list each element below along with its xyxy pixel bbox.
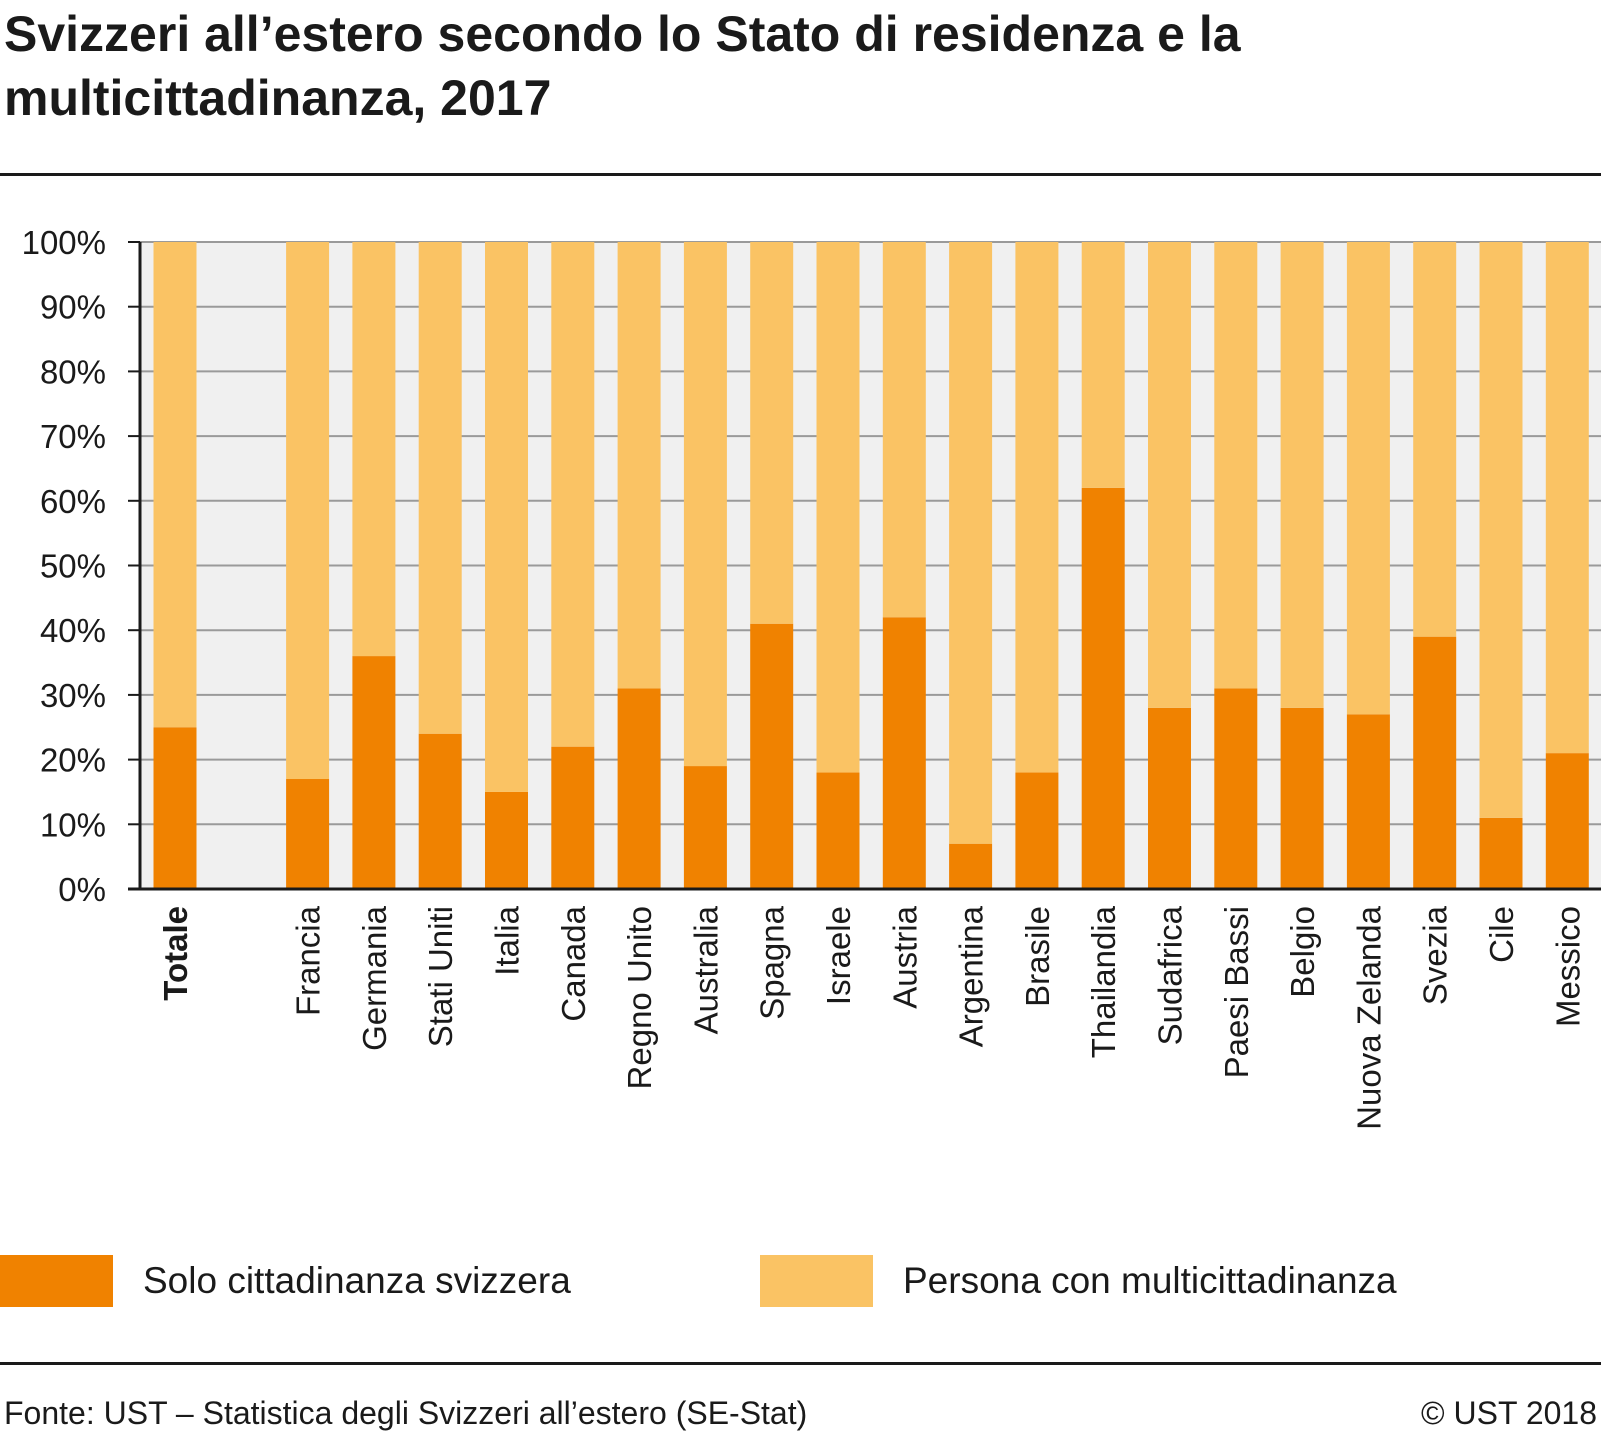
legend-label-multi: Persona con multicittadinanza <box>903 1260 1397 1301</box>
bar-segment-solo <box>1479 817 1523 889</box>
bar-segment-multi <box>153 242 197 728</box>
x-category-label: Germania <box>356 905 393 1051</box>
bar-segment-multi <box>1081 242 1125 488</box>
bar-segment-multi <box>1214 242 1258 689</box>
bar-segment-solo <box>683 766 727 889</box>
legend-item-solo: Solo cittadinanza svizzera <box>0 1253 571 1309</box>
y-tick-label: 20% <box>40 742 106 779</box>
source-note: Fonte: UST – Statistica degli Svizzeri a… <box>4 1395 808 1431</box>
x-category-label: Totale <box>157 906 194 1001</box>
bar-segment-solo <box>816 772 860 889</box>
bar-segment-solo <box>617 688 661 889</box>
bar-segment-solo <box>551 746 595 889</box>
bar-segment-multi <box>1148 242 1191 708</box>
x-category-label: Belgio <box>1284 906 1321 998</box>
x-category-label: Canada <box>555 905 592 1021</box>
y-tick-label: 30% <box>40 677 106 714</box>
bar-segment-solo <box>1148 707 1191 889</box>
bar-segment-solo <box>485 791 528 889</box>
x-axis: Totale Francia Germania Stati Uniti Italia Ca… <box>128 887 1601 1130</box>
copyright-note: © UST 2018 <box>1421 1395 1597 1431</box>
bar-segment-multi <box>1413 242 1457 637</box>
bar-segment-multi <box>1545 242 1589 754</box>
legend-item-multi: Persona con multicittadinanza <box>760 1253 1397 1309</box>
footer-rule <box>0 1362 1601 1365</box>
legend-label-solo: Solo cittadinanza svizzera <box>143 1260 571 1301</box>
x-category-label: Stati Uniti <box>422 906 459 1047</box>
bar-segment-solo <box>1081 487 1125 889</box>
y-axis: 0% 10% 20% 30% 40% 50% 60% 70% 80% 90% 100% <box>22 224 142 908</box>
chart-title: Svizzeri all’estero secondo lo Stato di … <box>4 6 1241 126</box>
bar-segment-solo <box>352 656 396 889</box>
bar-segment-solo <box>418 733 462 889</box>
bar-segment-multi <box>750 242 794 624</box>
y-tick-label: 70% <box>40 418 106 455</box>
x-category-label: Thailandia <box>1085 905 1122 1058</box>
x-category-label: Austria <box>886 905 923 1008</box>
title-rule <box>0 173 1601 176</box>
bars <box>153 242 1589 889</box>
x-category-label: Spagna <box>754 905 791 1019</box>
bar-segment-solo <box>153 727 197 889</box>
y-tick-label: 60% <box>40 483 106 520</box>
bar-segment-multi <box>617 242 661 689</box>
bar-segment-multi <box>816 242 860 773</box>
y-tick-label: 40% <box>40 612 106 649</box>
y-tick-label: 90% <box>40 289 106 326</box>
stacked-bar-chart: 0% 10% 20% 30% 40% 50% 60% 70% 80% 90% 100% Totale… <box>22 224 1601 1130</box>
bar-segment-solo <box>1280 707 1324 889</box>
x-category-label: Sudafrica <box>1152 905 1189 1045</box>
bar-segment-solo <box>1545 753 1589 889</box>
bar-segment-solo <box>750 623 794 889</box>
y-tick-label: 80% <box>40 353 106 390</box>
bar-segment-solo <box>882 617 926 889</box>
bar-segment-solo <box>1015 772 1059 889</box>
bar-segment-multi <box>1479 242 1523 818</box>
bar-segment-solo <box>1214 688 1258 889</box>
y-tick-label: 0% <box>58 871 106 908</box>
bar-segment-multi <box>949 242 993 844</box>
x-category-label: Australia <box>687 905 724 1034</box>
bar-segment-multi <box>1280 242 1324 708</box>
x-category-label: Svezia <box>1417 905 1454 1005</box>
x-category-label: Regno Unito <box>621 906 658 1089</box>
y-tick-label: 100% <box>22 224 106 261</box>
bar-segment-multi <box>882 242 926 618</box>
bar-segment-multi <box>1346 242 1390 715</box>
legend-swatch-multi <box>760 1255 873 1307</box>
bar-segment-multi <box>485 242 528 792</box>
bar-segment-multi <box>683 242 727 767</box>
bar-segment-solo <box>949 843 993 889</box>
legend: Solo cittadinanza svizzera Persona con m… <box>0 1253 1601 1309</box>
x-category-label: Cile <box>1483 906 1520 963</box>
x-category-label: Francia <box>290 905 327 1016</box>
x-category-label: Paesi Bassi <box>1218 906 1255 1078</box>
bar-segment-solo <box>1413 636 1457 889</box>
y-tick-label: 10% <box>40 806 106 843</box>
x-category-label: Argentina <box>953 905 990 1047</box>
bar-segment-solo <box>1346 714 1390 889</box>
x-category-label: Israele <box>820 906 857 1005</box>
x-category-label: Italia <box>489 905 526 975</box>
bar-segment-multi <box>418 242 462 734</box>
y-tick-label: 50% <box>40 548 106 585</box>
bar-segment-multi <box>551 242 595 747</box>
x-category-label: Messico <box>1549 906 1586 1027</box>
x-category-label: Nuova Zelanda <box>1350 905 1387 1129</box>
x-category-label: Brasile <box>1019 906 1056 1007</box>
bar-segment-solo <box>286 779 330 889</box>
bar-segment-multi <box>286 242 330 780</box>
legend-swatch-solo <box>0 1255 113 1307</box>
bar-segment-multi <box>352 242 396 657</box>
bar-segment-multi <box>1015 242 1059 773</box>
